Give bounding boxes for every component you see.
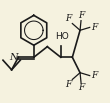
- Text: F: F: [65, 80, 71, 89]
- Text: F: F: [78, 83, 84, 92]
- Text: HO: HO: [55, 32, 69, 41]
- Text: F: F: [91, 71, 97, 80]
- Text: F: F: [91, 23, 97, 32]
- Text: F: F: [65, 14, 71, 23]
- Text: F: F: [78, 11, 84, 20]
- Text: N: N: [9, 53, 18, 62]
